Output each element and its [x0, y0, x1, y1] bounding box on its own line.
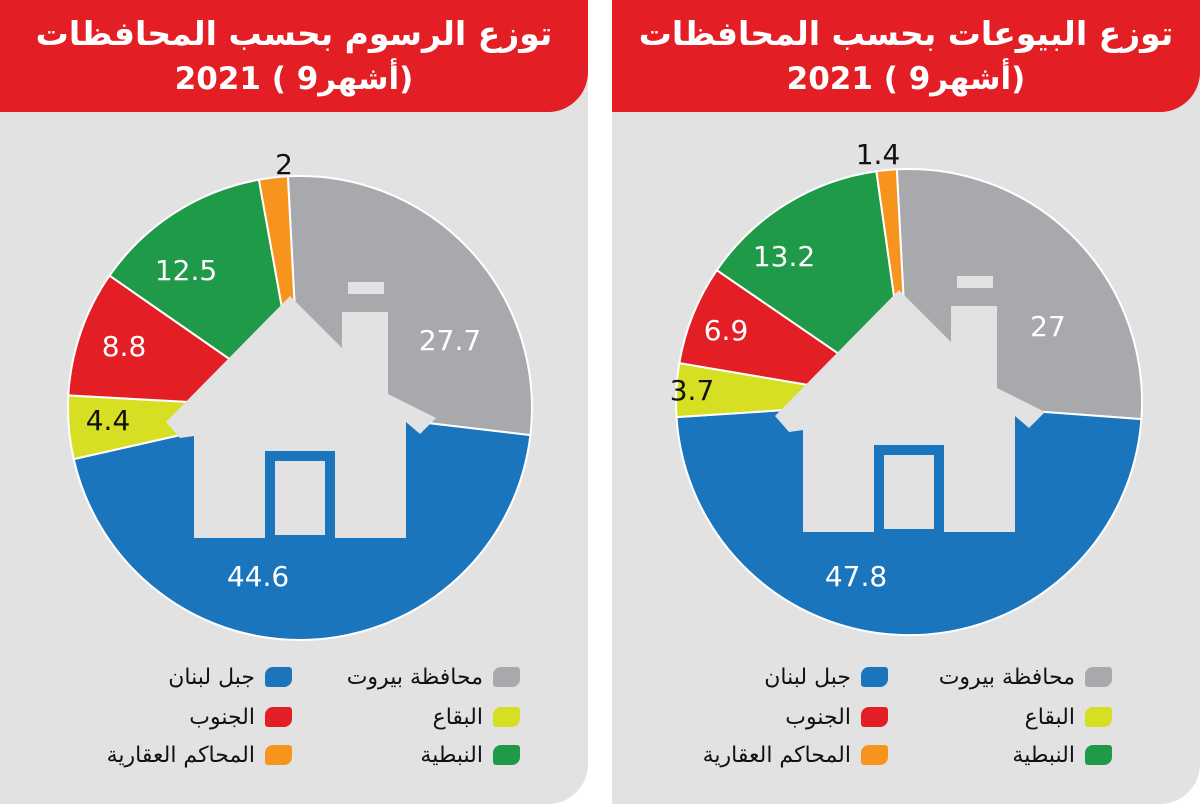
chimney-cap-icon [348, 282, 384, 294]
legend-swatch [1085, 707, 1112, 727]
value-label: 47.8 [825, 560, 887, 593]
legend-label: المحاكم العقارية [702, 742, 851, 768]
legend-bekaa: البقاع [1025, 702, 1112, 732]
value-label: 1.4 [856, 138, 901, 171]
house-icon [775, 290, 1045, 532]
legend-beirut: محافظة بيروت [939, 662, 1112, 692]
legend-swatch [861, 745, 888, 765]
legend-swatch [1085, 667, 1112, 687]
legend-nabatieh: النبطية [420, 740, 520, 770]
legend-label: محافظة بيروت [938, 664, 1075, 690]
panel-header: توزع البيوعات بحسب المحافظات 2021 ( 9أشه… [612, 0, 1200, 112]
legend-label: الجنوب [785, 704, 851, 730]
legend-label: المحاكم العقارية [106, 742, 255, 768]
legend-courts: المحاكم العقارية [703, 740, 888, 770]
value-label: 6.9 [704, 314, 749, 347]
value-label: 3.7 [670, 374, 715, 407]
door-icon [874, 445, 944, 539]
value-label: 27.7 [419, 324, 481, 357]
legend-mount-lebanon: جبل لبنان [764, 662, 888, 692]
legend-label: الجنوب [189, 704, 255, 730]
legend-courts: المحاكم العقارية [107, 740, 292, 770]
value-label: 27 [1030, 310, 1066, 343]
legend-swatch [493, 745, 520, 765]
legend-label: النبطية [420, 742, 483, 768]
legend-swatch [265, 707, 292, 727]
legend-south: الجنوب [189, 702, 292, 732]
legend-beirut: محافظة بيروت [347, 662, 520, 692]
legend-swatch [861, 667, 888, 687]
panel-subtitle: 2021 ( 9أشهر) [174, 61, 414, 97]
door-icon [265, 451, 335, 545]
legend-south: الجنوب [785, 702, 888, 732]
panel-title: توزع الرسوم بحسب المحافظات [35, 14, 553, 53]
legend-swatch [265, 745, 292, 765]
legend-swatch [493, 707, 520, 727]
legend-label: البقاع [432, 704, 483, 730]
legend-label: البقاع [1024, 704, 1075, 730]
panel-subtitle: 2021 ( 9أشهر) [786, 61, 1026, 97]
legend-label: النبطية [1012, 742, 1075, 768]
fees-panel: توزع الرسوم بحسب المحافظات 2021 ( 9أشهر)… [0, 0, 588, 804]
value-label: 8.8 [102, 330, 147, 363]
chimney-cap-icon [957, 276, 993, 288]
legend-swatch [265, 667, 292, 687]
panel-header: توزع الرسوم بحسب المحافظات 2021 ( 9أشهر) [0, 0, 588, 112]
panel-title: توزع البيوعات بحسب المحافظات [638, 14, 1174, 53]
legend-nabatieh: النبطية [1012, 740, 1112, 770]
legend-bekaa: البقاع [433, 702, 520, 732]
legend-swatch [1085, 745, 1112, 765]
house-icon [166, 296, 436, 538]
sales-pie-chart: 27 47.8 3.7 6.9 13.2 1.4 [670, 138, 1143, 637]
value-label: 12.5 [155, 254, 217, 287]
sales-panel: توزع البيوعات بحسب المحافظات 2021 ( 9أشه… [612, 0, 1200, 804]
legend-label: جبل لبنان [168, 664, 255, 690]
legend-label: جبل لبنان [764, 664, 851, 690]
value-label: 44.6 [227, 560, 289, 593]
value-label: 4.4 [86, 404, 131, 437]
legend-swatch [493, 667, 520, 687]
legend-swatch [861, 707, 888, 727]
legend-label: محافظة بيروت [346, 664, 483, 690]
value-label: 2 [275, 148, 293, 181]
fees-pie-chart: 27.7 44.6 4.4 8.8 12.5 2 [66, 148, 533, 641]
value-label: 13.2 [753, 240, 815, 273]
legend-mount-lebanon: جبل لبنان [168, 662, 292, 692]
